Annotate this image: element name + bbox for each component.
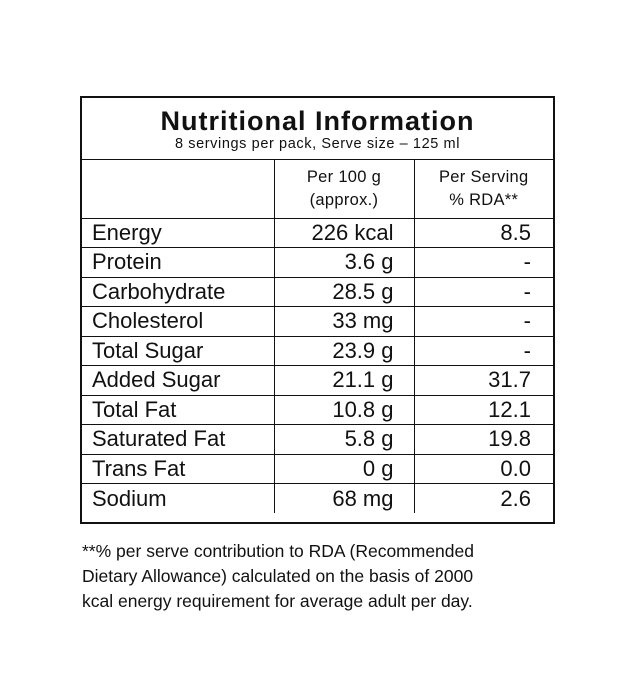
rda-value: -	[413, 306, 553, 337]
nutrient-name: Total Sugar	[82, 335, 275, 366]
table-row: Protein 3.6 g -	[82, 247, 553, 278]
nutrition-facts-panel: Nutritional Information 8 servings per p…	[80, 96, 555, 524]
table-row: Total Sugar 23.9 g -	[82, 335, 553, 366]
per-100g-value: 28.5 g	[273, 276, 415, 307]
nutrient-name: Protein	[82, 247, 275, 278]
rda-value: 2.6	[413, 483, 553, 513]
rda-value: -	[413, 276, 553, 307]
table-row: Added Sugar 21.1 g 31.7	[82, 365, 553, 396]
table-row: Cholesterol 33 mg -	[82, 306, 553, 337]
header-cell-empty	[82, 160, 275, 219]
header-per-100g-line1: Per 100 g	[306, 167, 382, 186]
footnote-line: Dietary Allowance) calculated on the bas…	[82, 566, 474, 586]
per-100g-value: 68 mg	[273, 483, 415, 513]
header-per-serving-rda: Per Serving % RDA**	[413, 160, 553, 219]
table-row: Total Fat 10.8 g 12.1	[82, 394, 553, 425]
table-row: Energy 226 kcal 8.5	[82, 217, 553, 248]
nutrient-name: Saturated Fat	[82, 424, 275, 455]
footnote-line: kcal energy requirement for average adul…	[82, 591, 473, 611]
rda-value: 12.1	[413, 394, 553, 425]
table-row: Carbohydrate 28.5 g -	[82, 276, 553, 307]
rda-value: -	[413, 335, 553, 366]
nutrient-name: Sodium	[82, 483, 275, 513]
rda-value: 0.0	[413, 453, 553, 484]
nutrient-name: Trans Fat	[82, 453, 275, 484]
serving-info: 8 servings per pack, Serve size – 125 ml	[174, 136, 461, 152]
table-row: Sodium 68 mg 2.6	[82, 483, 553, 513]
table-row: Saturated Fat 5.8 g 19.8	[82, 424, 553, 455]
nutrient-name: Cholesterol	[82, 306, 275, 337]
nutrient-name: Carbohydrate	[82, 276, 275, 307]
header-per-serving-line1: Per Serving	[438, 167, 529, 186]
table-row: Trans Fat 0 g 0.0	[82, 453, 553, 484]
per-100g-value: 0 g	[273, 453, 415, 484]
header-per-100g-line2: (approx.)	[309, 190, 379, 209]
nutrient-name: Energy	[82, 217, 275, 248]
footnote-line: **% per serve contribution to RDA (Recom…	[82, 541, 474, 561]
rda-value: -	[413, 247, 553, 278]
rda-value: 19.8	[413, 424, 553, 455]
per-100g-value: 33 mg	[273, 306, 415, 337]
rda-value: 31.7	[413, 365, 553, 396]
per-100g-value: 21.1 g	[273, 365, 415, 396]
rda-value: 8.5	[413, 217, 553, 248]
panel-title: Nutritional Information	[160, 106, 475, 136]
per-100g-value: 23.9 g	[273, 335, 415, 366]
table-header-row: Per 100 g (approx.) Per Serving % RDA**	[82, 160, 553, 219]
per-100g-value: 3.6 g	[273, 247, 415, 278]
per-100g-value: 10.8 g	[273, 394, 415, 425]
nutrient-name: Added Sugar	[82, 365, 275, 396]
panel-header: Nutritional Information 8 servings per p…	[82, 98, 553, 160]
per-100g-value: 226 kcal	[273, 217, 415, 248]
per-100g-value: 5.8 g	[273, 424, 415, 455]
header-per-100g: Per 100 g (approx.)	[273, 160, 415, 219]
header-per-serving-line2: % RDA**	[449, 190, 519, 209]
nutrient-name: Total Fat	[82, 394, 275, 425]
nutrition-table: Per 100 g (approx.) Per Serving % RDA** …	[82, 160, 553, 513]
rda-footnote: **% per serve contribution to RDA (Recom…	[82, 539, 562, 614]
